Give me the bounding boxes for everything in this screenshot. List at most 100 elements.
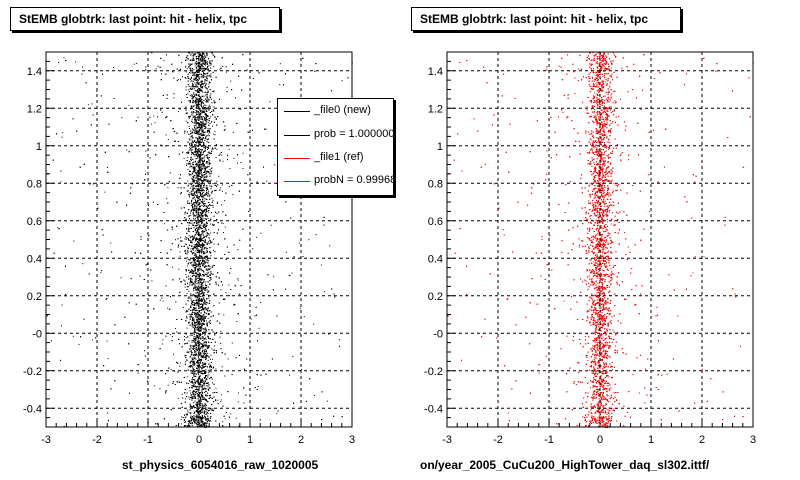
data-point xyxy=(196,327,198,328)
data-point xyxy=(207,419,209,421)
data-point xyxy=(203,223,205,225)
data-point xyxy=(220,399,222,401)
data-point xyxy=(203,391,205,393)
data-point xyxy=(203,204,205,206)
data-point xyxy=(299,307,301,309)
data-point xyxy=(195,416,197,418)
data-point xyxy=(225,292,227,293)
data-point xyxy=(199,322,201,324)
data-point xyxy=(191,352,193,353)
data-point xyxy=(205,171,207,173)
data-point xyxy=(197,161,199,163)
data-point xyxy=(177,187,179,189)
data-point xyxy=(195,314,196,316)
data-point xyxy=(190,405,191,407)
data-point xyxy=(62,132,64,134)
data-point xyxy=(205,225,207,227)
data-point xyxy=(199,55,201,57)
data-point xyxy=(181,393,183,395)
data-point xyxy=(200,214,202,216)
data-point xyxy=(194,198,196,200)
data-point xyxy=(200,281,201,283)
data-point xyxy=(270,224,272,226)
data-point xyxy=(199,99,200,100)
data-point xyxy=(195,201,197,203)
data-point xyxy=(187,180,189,182)
data-point xyxy=(183,421,185,423)
data-point xyxy=(242,168,244,169)
data-point xyxy=(218,302,220,304)
data-point xyxy=(185,413,187,415)
data-point xyxy=(193,73,195,75)
data-point xyxy=(195,317,197,319)
data-point xyxy=(191,114,193,116)
data-point xyxy=(192,194,193,196)
data-point xyxy=(201,52,203,54)
data-point xyxy=(192,129,194,131)
data-point xyxy=(200,141,202,143)
data-point xyxy=(61,136,63,138)
data-point xyxy=(195,300,197,301)
data-point xyxy=(192,260,194,262)
data-point xyxy=(183,157,185,159)
data-point xyxy=(188,351,190,353)
data-point xyxy=(203,371,205,373)
data-point xyxy=(205,409,207,411)
data-point xyxy=(197,62,199,64)
data-point xyxy=(203,211,204,213)
data-point xyxy=(180,237,182,239)
data-point xyxy=(155,68,157,70)
data-point xyxy=(197,413,199,415)
data-point xyxy=(196,175,198,177)
data-point xyxy=(106,340,108,342)
data-point xyxy=(216,149,218,150)
data-point xyxy=(207,72,209,74)
data-point xyxy=(121,117,123,119)
data-point xyxy=(195,307,197,309)
data-point xyxy=(161,343,163,345)
data-point xyxy=(194,346,196,347)
data-point xyxy=(193,111,195,113)
data-point xyxy=(203,150,205,152)
data-point xyxy=(199,315,201,316)
data-point xyxy=(208,160,210,162)
data-point xyxy=(197,321,199,323)
data-point xyxy=(196,117,198,119)
data-point xyxy=(151,52,153,54)
data-point xyxy=(320,264,322,266)
data-point xyxy=(203,288,205,290)
data-point xyxy=(203,184,205,186)
data-point xyxy=(205,87,207,89)
data-point xyxy=(202,290,203,292)
data-point xyxy=(201,117,203,119)
data-point xyxy=(210,185,212,187)
data-point xyxy=(197,327,199,329)
data-point xyxy=(199,295,201,297)
data-point xyxy=(212,223,214,225)
data-point xyxy=(201,205,203,207)
data-point xyxy=(120,277,122,279)
data-point xyxy=(213,65,215,67)
data-point xyxy=(197,368,199,370)
data-point xyxy=(192,387,194,389)
data-point xyxy=(212,148,214,150)
data-point xyxy=(194,148,196,150)
data-point xyxy=(167,139,169,140)
data-point xyxy=(189,390,191,392)
data-point xyxy=(204,364,206,365)
data-point xyxy=(198,228,200,230)
data-point xyxy=(75,61,77,63)
data-point xyxy=(202,282,204,284)
data-point xyxy=(195,169,197,171)
data-point xyxy=(192,184,194,186)
data-point xyxy=(190,405,192,407)
data-point xyxy=(199,206,201,208)
data-point xyxy=(185,120,187,122)
data-point xyxy=(193,227,195,229)
data-point xyxy=(207,273,209,275)
data-point xyxy=(204,132,205,133)
data-point xyxy=(204,378,206,379)
data-point xyxy=(205,223,207,225)
data-point xyxy=(186,68,188,70)
data-point xyxy=(202,352,204,354)
